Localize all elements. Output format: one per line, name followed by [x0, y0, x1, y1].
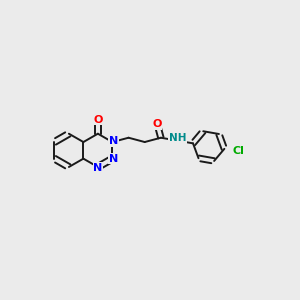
Text: O: O — [152, 119, 162, 129]
Text: Cl: Cl — [232, 146, 244, 156]
Text: N: N — [93, 163, 103, 173]
Text: N: N — [109, 136, 118, 146]
Text: NH: NH — [169, 133, 186, 143]
Text: N: N — [109, 154, 119, 164]
Text: O: O — [93, 115, 103, 124]
